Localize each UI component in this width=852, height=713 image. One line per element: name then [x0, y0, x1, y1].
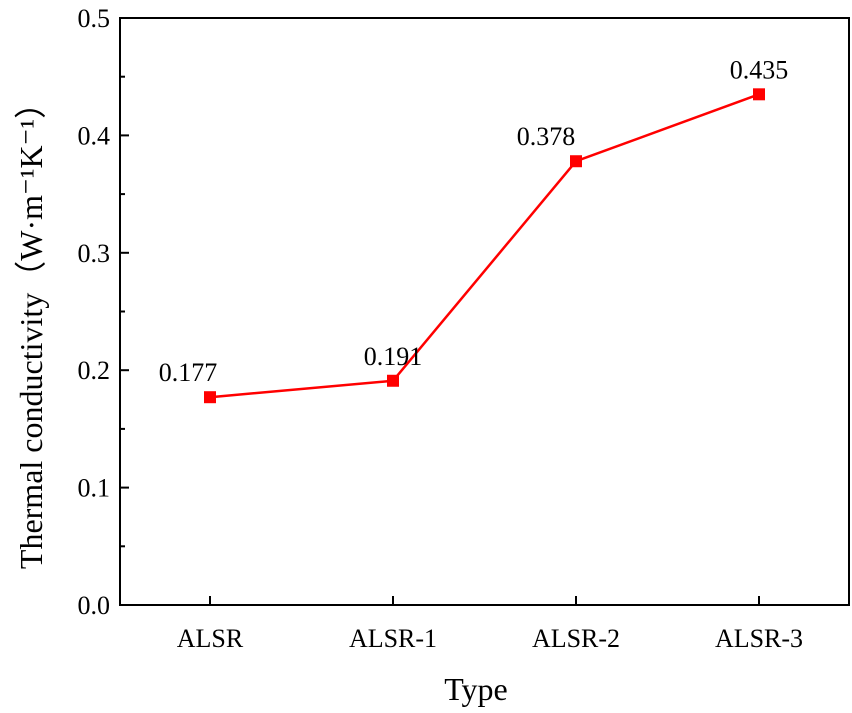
y-tick-label: 0.5 [78, 4, 111, 33]
y-axis-ticks: 0.0 0.1 0.2 0.3 0.4 0.5 [78, 4, 129, 620]
y-tick-label: 0.2 [78, 356, 111, 385]
y-tick-label: 0.4 [78, 121, 111, 150]
x-tick-label: ALSR-2 [532, 624, 620, 653]
y-tick-label: 0.0 [78, 591, 111, 620]
y-tick-label: 0.1 [78, 474, 111, 503]
data-point-marker [204, 391, 216, 404]
x-axis-title: Type [444, 671, 508, 707]
series-layer [204, 88, 765, 404]
plot-border [119, 17, 850, 606]
data-point-marker [753, 88, 765, 101]
data-label: 0.191 [364, 342, 423, 371]
data-point-marker [570, 155, 582, 168]
series-line [209, 93, 760, 399]
data-point-marker [387, 374, 399, 387]
x-tick-label: ALSR-1 [349, 624, 437, 653]
data-label: 0.435 [730, 55, 789, 84]
data-label: 0.177 [159, 358, 218, 387]
plot-frame [119, 17, 850, 606]
x-tick-label: ALSR [177, 624, 244, 653]
x-axis-ticks: ALSR ALSR-1 ALSR-2 ALSR-3 [177, 596, 803, 653]
data-labels: 0.177 0.191 0.378 0.435 [159, 55, 789, 387]
data-label: 0.378 [517, 122, 576, 151]
y-tick-label: 0.3 [78, 239, 111, 268]
x-tick-label: ALSR-3 [715, 624, 803, 653]
y-axis-title: Thermal conductivity（W·m⁻¹K⁻¹） [13, 87, 49, 569]
